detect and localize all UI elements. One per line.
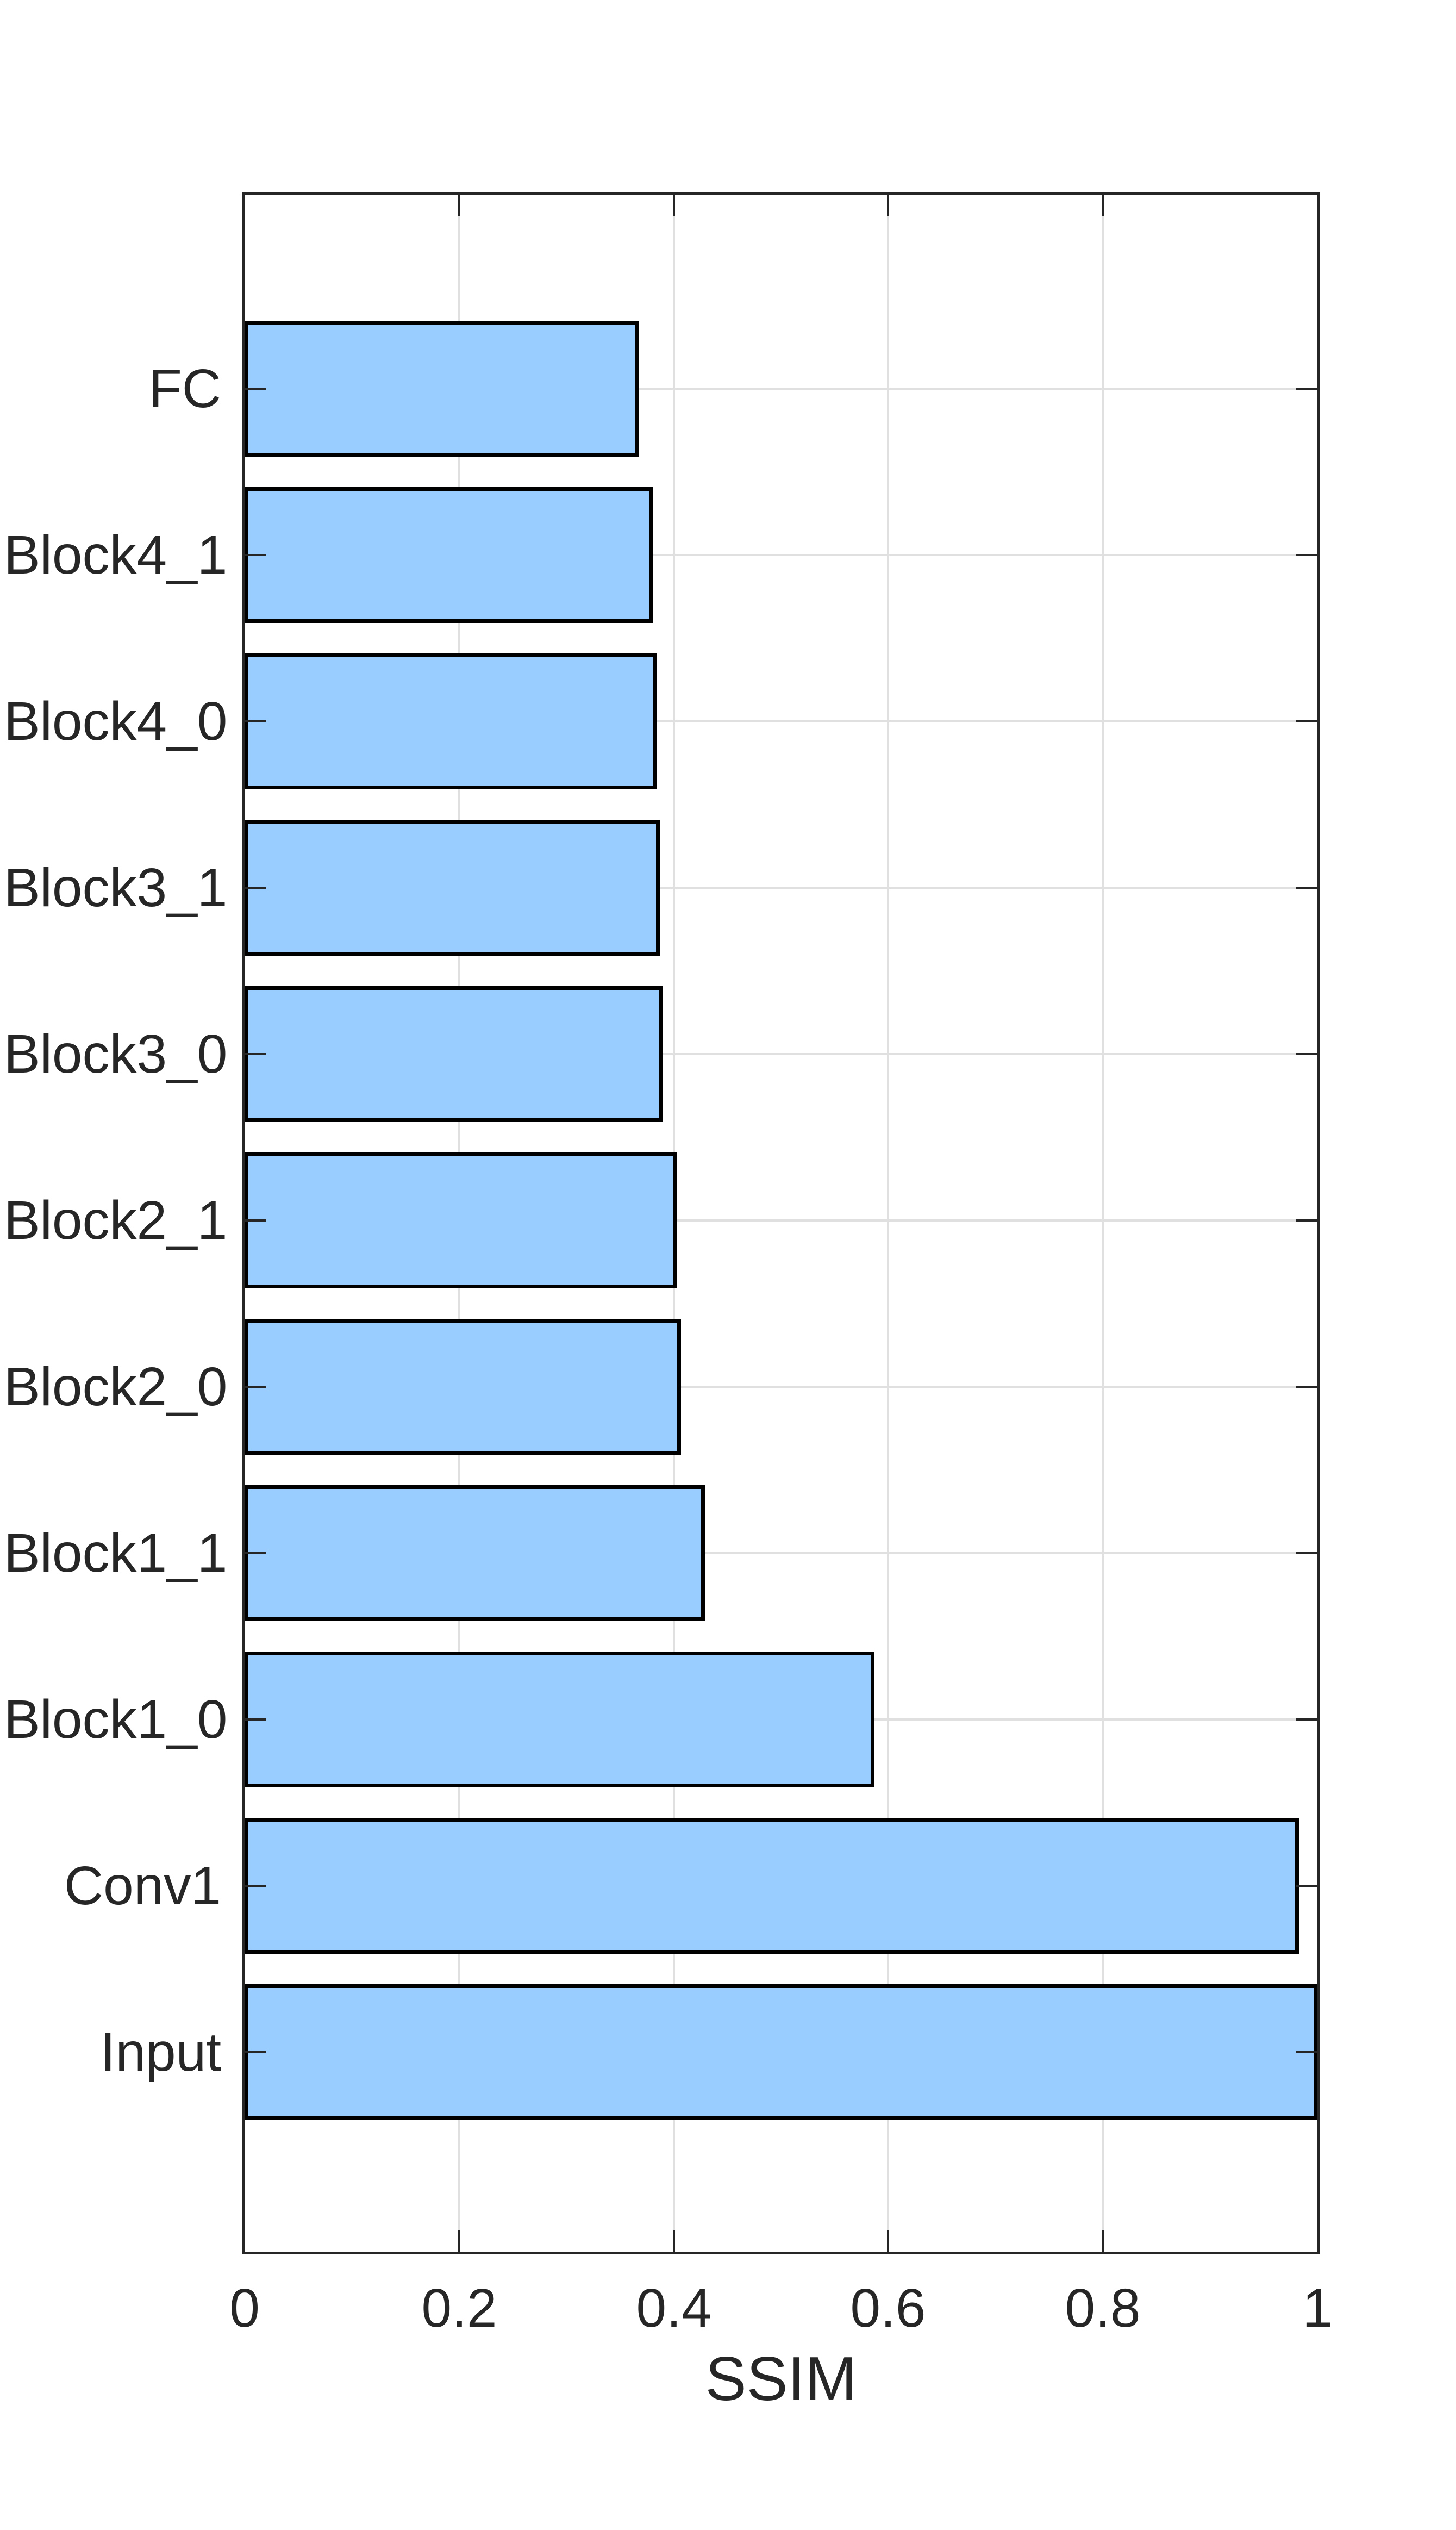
x-tick-mark-top [458, 195, 460, 216]
bar [245, 1485, 705, 1621]
bar [245, 321, 639, 457]
bar [245, 1652, 874, 1787]
y-tick-mark-right [1296, 1219, 1317, 1222]
x-tick-label: 0.8 [1065, 2278, 1141, 2339]
y-tick-mark-right [1296, 1885, 1317, 1887]
y-tick-mark-right [1296, 554, 1317, 556]
y-tick-label: Block2_1 [4, 1190, 228, 1251]
ticks-layer [245, 195, 1317, 2252]
y-gridline [245, 1053, 1317, 1055]
x-tick-label: 1 [1302, 2278, 1333, 2339]
y-tick-mark-right [1296, 720, 1317, 722]
y-tick-label: Input [100, 2022, 221, 2083]
bar [245, 1984, 1317, 2120]
y-tick-mark-right [1296, 2051, 1317, 2053]
y-tick-mark-left [245, 388, 266, 390]
x-tick-mark-top [673, 195, 675, 216]
bar [245, 653, 657, 789]
y-tick-mark-left [245, 1053, 266, 1055]
x-gridline [887, 195, 889, 2252]
y-gridline [245, 1552, 1317, 1554]
y-tick-label: Conv1 [64, 1855, 221, 1916]
y-gridline [245, 720, 1317, 722]
y-tick-mark-left [245, 720, 266, 722]
x-gridline [1102, 195, 1104, 2252]
y-tick-label: Block4_0 [4, 691, 228, 752]
y-gridline [245, 554, 1317, 556]
y-tick-mark-left [245, 1552, 266, 1554]
y-tick-mark-left [245, 2051, 266, 2053]
y-tick-mark-right [1296, 1718, 1317, 1721]
bar [245, 820, 660, 956]
y-tick-mark-left [245, 887, 266, 889]
y-tick-label: Block1_1 [4, 1523, 228, 1584]
y-tick-label: Block1_0 [4, 1689, 228, 1750]
y-tick-mark-right [1296, 388, 1317, 390]
y-tick-mark-right [1296, 1053, 1317, 1055]
bar [245, 986, 663, 1122]
x-axis-title: SSIM [705, 2345, 857, 2414]
x-tick-label: 0.4 [636, 2278, 712, 2339]
y-tick-mark-left [245, 1386, 266, 1388]
bars-layer [245, 195, 1317, 2252]
bar [245, 1152, 677, 1288]
y-tick-label: Block3_0 [4, 1024, 228, 1085]
x-tick-mark-bottom [673, 2230, 675, 2252]
bar [245, 1818, 1299, 1954]
y-tick-mark-left [245, 554, 266, 556]
y-tick-mark-left [245, 1219, 266, 1222]
x-tick-mark-top [887, 195, 889, 216]
y-tick-label: FC [148, 358, 221, 419]
y-tick-label: Block3_1 [4, 857, 228, 918]
plot-area [242, 192, 1320, 2254]
y-tick-mark-right [1296, 1386, 1317, 1388]
x-tick-mark-bottom [887, 2230, 889, 2252]
x-tick-mark-bottom [1102, 2230, 1104, 2252]
x-tick-label: 0.6 [850, 2278, 926, 2339]
x-tick-mark-bottom [458, 2230, 460, 2252]
y-gridline [245, 887, 1317, 889]
y-gridline [245, 1219, 1317, 1222]
y-tick-mark-left [245, 1718, 266, 1721]
y-tick-label: Block2_0 [4, 1356, 228, 1417]
x-tick-label: 0 [229, 2278, 260, 2339]
bar [245, 1319, 681, 1455]
y-gridline [245, 388, 1317, 390]
y-gridline [245, 1386, 1317, 1388]
x-tick-label: 0.2 [421, 2278, 497, 2339]
y-tick-mark-right [1296, 1552, 1317, 1554]
x-tick-mark-top [1102, 195, 1104, 216]
y-tick-label: Block4_1 [4, 525, 228, 585]
y-tick-mark-right [1296, 887, 1317, 889]
y-tick-mark-left [245, 1885, 266, 1887]
